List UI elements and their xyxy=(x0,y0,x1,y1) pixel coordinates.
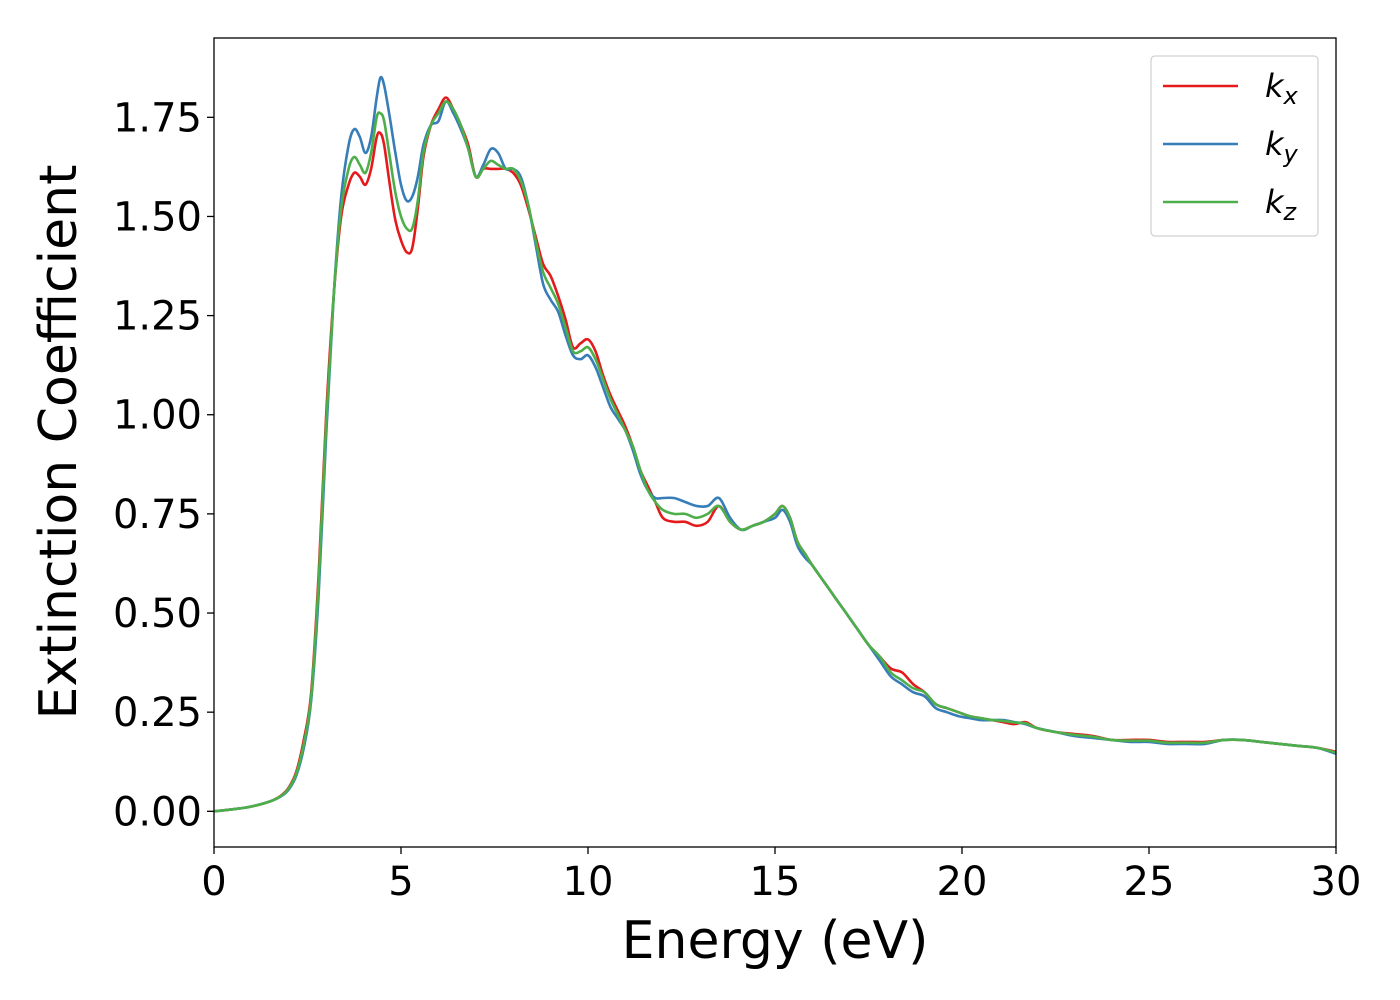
x-tick-label: 10 xyxy=(563,859,614,905)
x-tick-label: 0 xyxy=(201,859,226,905)
x-tick-label: 5 xyxy=(388,859,413,905)
x-axis-title: Energy (eV) xyxy=(622,911,929,971)
x-tick-label: 20 xyxy=(937,859,988,905)
y-tick-label: 1.00 xyxy=(113,393,202,439)
y-tick-label: 1.75 xyxy=(113,95,202,141)
y-axis: 0.00 0.25 0.50 0.75 1.00 1.25 1.50 1.75 xyxy=(113,95,214,835)
x-tick-label: 15 xyxy=(750,859,801,905)
legend-box xyxy=(1150,55,1319,237)
x-tick-label: 25 xyxy=(1124,859,1175,905)
legend-entries: kx ky kz xyxy=(1163,67,1299,226)
legend-label-ky: ky xyxy=(1265,125,1299,168)
legend: kx ky kz xyxy=(1150,55,1319,237)
y-tick-label: 0.00 xyxy=(113,789,202,835)
y-tick-label: 1.50 xyxy=(113,194,202,240)
legend-label-kx: kx xyxy=(1265,67,1299,110)
y-tick-label: 1.25 xyxy=(113,294,202,340)
series-layer xyxy=(214,75,1336,813)
y-axis-title: Extinction Coefficient xyxy=(29,165,89,720)
y-tick-label: 0.25 xyxy=(113,690,202,736)
series-line-kz xyxy=(214,100,1336,813)
y-tick-label: 0.75 xyxy=(113,492,202,538)
x-tick-label: 30 xyxy=(1311,859,1362,905)
x-axis: 0 5 10 15 20 25 30 xyxy=(201,847,1361,905)
legend-label-kz: kz xyxy=(1265,183,1298,226)
y-tick-label: 0.50 xyxy=(113,591,202,637)
